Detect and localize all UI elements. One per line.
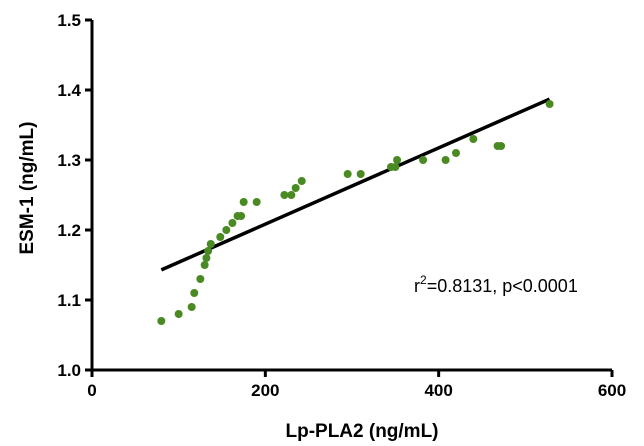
x-tick-label: 0 — [87, 381, 96, 400]
annotation-stats: =0.8131, p<0.0001 — [427, 276, 578, 296]
y-axis-title: ESM-1 (ng/mL) — [17, 122, 38, 255]
x-axis-title: Lp-PLA2 (ng/mL) — [285, 421, 438, 442]
data-point — [343, 170, 352, 178]
data-point — [356, 170, 365, 178]
y-tick-label: 1.2 — [57, 221, 81, 240]
data-point — [239, 198, 248, 206]
data-points — [157, 100, 554, 325]
x-tick-label: 200 — [251, 381, 279, 400]
data-point — [297, 177, 306, 185]
y-tick-label: 1.3 — [57, 151, 81, 170]
data-point — [200, 261, 209, 269]
data-point — [393, 156, 402, 164]
y-tick-label: 1.4 — [57, 81, 81, 100]
y-tick-label: 1.0 — [57, 361, 81, 380]
data-point — [441, 156, 450, 164]
data-point — [287, 191, 296, 199]
annotation-r: r — [414, 276, 420, 296]
data-point — [497, 142, 506, 150]
data-point — [252, 198, 261, 206]
data-point — [419, 156, 428, 164]
data-point — [280, 191, 289, 199]
data-point — [196, 275, 205, 283]
regression-line — [160, 97, 551, 272]
annotation-superscript: 2 — [420, 273, 427, 287]
data-point — [206, 240, 215, 248]
data-point — [202, 254, 211, 262]
y-tick-label: 1.1 — [57, 291, 81, 310]
data-point — [222, 226, 231, 234]
data-point — [157, 317, 166, 325]
regression-line-group — [160, 97, 551, 272]
data-point — [187, 303, 196, 311]
axis-ticks: 0 200 400 600 1.0 1.1 1.2 1.3 1.4 1.5 — [57, 11, 626, 400]
data-point — [216, 233, 225, 241]
data-point — [291, 184, 300, 192]
data-point — [190, 289, 199, 297]
data-point — [174, 310, 183, 318]
data-point — [228, 219, 237, 227]
data-point — [545, 100, 554, 108]
data-point — [237, 212, 246, 220]
data-point — [204, 247, 213, 255]
axes — [90, 20, 612, 372]
x-tick-label: 400 — [424, 381, 452, 400]
data-point — [391, 163, 400, 171]
x-tick-label: 600 — [598, 381, 626, 400]
y-tick-label: 1.5 — [57, 11, 81, 30]
data-point — [469, 135, 478, 143]
correlation-annotation: r2=0.8131, p<0.0001 — [414, 273, 578, 296]
data-point — [452, 149, 460, 157]
